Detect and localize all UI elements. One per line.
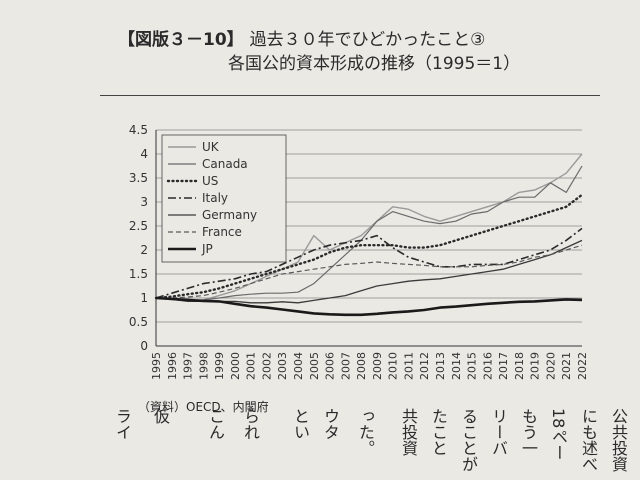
body-text-col15: ライ <box>113 408 132 440</box>
body-text-col14: 仮 <box>151 408 170 424</box>
x-tick-label: 2003 <box>276 352 289 380</box>
x-tick-label: 1995 <box>150 352 163 380</box>
x-tick-label: 2014 <box>450 352 463 380</box>
header-rule <box>100 95 600 96</box>
legend-label-us: US <box>202 174 218 188</box>
y-tick-label: 2 <box>140 243 148 257</box>
x-tick-label: 1996 <box>166 352 179 380</box>
legend-label-germany: Germany <box>202 208 257 222</box>
series-line-uk <box>155 153 583 302</box>
x-tick-label: 1998 <box>197 352 210 380</box>
figure-title: 過去３０年でひどかったこと③ <box>249 30 486 50</box>
x-tick-label: 2006 <box>324 352 337 380</box>
figure-tag: 【図版３－10】 <box>118 30 244 50</box>
x-tick-label: 2002 <box>260 352 273 380</box>
x-tick-label: 2005 <box>308 352 321 380</box>
x-tick-label: 2019 <box>529 352 542 380</box>
series-line-jp <box>155 296 583 317</box>
x-tick-label: 2021 <box>560 352 573 380</box>
y-tick-label: 0.5 <box>129 315 148 329</box>
x-tick-label: 2012 <box>418 352 431 380</box>
body-text-col2: にも述べ <box>579 408 598 472</box>
x-tick-label: 2009 <box>371 352 384 380</box>
legend-label-uk: UK <box>202 140 220 154</box>
y-tick-label: 1 <box>140 291 148 305</box>
body-text-col5: リーバ <box>489 408 508 456</box>
series-line-france <box>156 244 583 299</box>
body-text-col9: った。 <box>356 408 375 456</box>
x-tick-label: 2008 <box>355 352 368 380</box>
x-tick-label: 2017 <box>497 352 510 380</box>
body-text-col11: とい <box>291 408 310 440</box>
x-tick-label: 2016 <box>481 352 494 380</box>
legend-label-italy: Italy <box>202 191 228 205</box>
legend-label-jp: JP <box>201 242 213 256</box>
y-tick-label: 3 <box>140 195 148 209</box>
figure-subtitle: 各国公的資本形成の推移（1995＝1） <box>228 54 521 74</box>
x-tick-label: 1999 <box>213 352 226 380</box>
x-tick-label: 2020 <box>544 352 557 380</box>
body-text-col10: ウタ <box>321 408 340 440</box>
x-tick-label: 2018 <box>513 352 526 380</box>
y-tick-label: 0 <box>140 339 148 353</box>
x-tick-label: 2000 <box>229 352 242 380</box>
body-text-col3: 18ペー <box>549 408 568 461</box>
legend-label-canada: Canada <box>202 157 248 171</box>
body-text-col13: こん <box>206 408 225 440</box>
source-note: （資料）OECD、内閣府 <box>138 400 269 414</box>
figure-title-line: 【図版３－10】 過去３０年でひどかったこと③ <box>118 28 618 52</box>
x-tick-label: 2010 <box>387 352 400 380</box>
y-tick-label: 4 <box>140 147 148 161</box>
body-text-col4: もう一 <box>519 408 538 456</box>
x-tick-label: 2007 <box>339 352 352 380</box>
x-tick-label: 2013 <box>434 352 447 380</box>
legend-box <box>161 134 287 263</box>
y-tick-label: 2.5 <box>129 219 148 233</box>
x-tick-label: 2011 <box>402 352 415 380</box>
body-text-col8: 共投資 <box>399 408 418 456</box>
x-tick-label: 2004 <box>292 352 305 380</box>
x-tick-label: 2001 <box>245 352 258 380</box>
line-chart: 0 0.5 1 1.5 2 2.5 3 3.5 4 4.5 1995 1996 1997 1998 1999… <box>129 123 589 380</box>
x-tick-label: 2022 <box>576 352 589 380</box>
y-tick-label: 4.5 <box>129 123 148 137</box>
body-text-col7: たこと <box>429 408 448 456</box>
series-line-italy <box>155 227 583 299</box>
y-tick-label: 1.5 <box>129 267 148 281</box>
legend-label-france: France <box>202 225 242 239</box>
series-line-us <box>154 193 584 300</box>
figure-header: 【図版３－10】 過去３０年でひどかったこと③ 各国公的資本形成の推移（1995＝… <box>118 28 618 76</box>
body-text-col1: 公共投資 <box>609 408 628 472</box>
y-tick-label: 3.5 <box>129 171 148 185</box>
series-line-canada <box>155 165 583 301</box>
body-text-col6: ることが <box>459 408 478 472</box>
x-tick-label: 2015 <box>466 352 479 380</box>
body-text-col12: られ <box>241 408 260 440</box>
x-tick-label: 1997 <box>182 352 195 380</box>
